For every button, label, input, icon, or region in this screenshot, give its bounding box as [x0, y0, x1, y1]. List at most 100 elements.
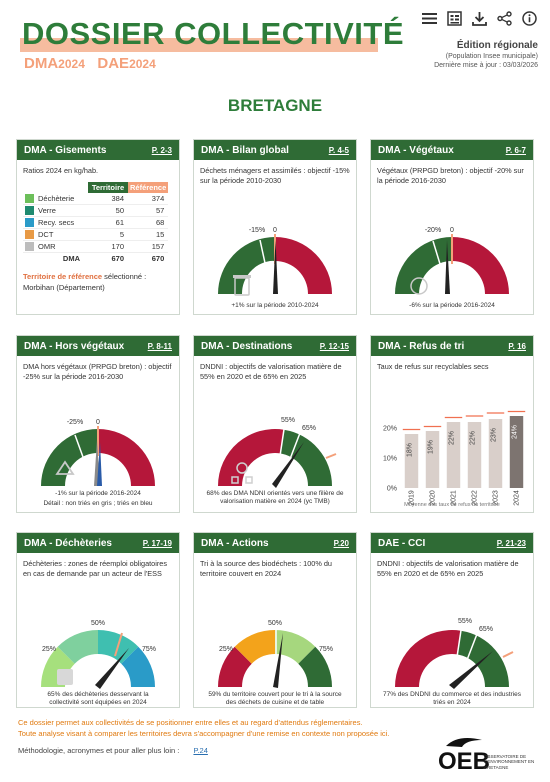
gauge-label-objective-2025: 65%: [479, 626, 493, 633]
gauge-caption: 68% des DMA NDNI orientés vers une filiè…: [206, 490, 344, 506]
card-title: DMA - Destinations: [201, 340, 293, 352]
objective-gauge: -20% 0: [395, 227, 509, 295]
logo-subtitle: OBSERVATOIRE DE L'ENVIRONNEMENT EN BRETA…: [484, 754, 535, 770]
card-header: DMA - Actions P.20: [194, 533, 356, 553]
reference-label: Territoire de référence: [23, 271, 103, 281]
card-title: DAE - CCI: [378, 537, 426, 549]
gauge-label-75: 75%: [142, 646, 156, 653]
objective-gauge: 55% 65%: [395, 618, 514, 689]
filter-icon[interactable]: [446, 10, 463, 27]
subtitle-dae-year: 2024: [129, 57, 156, 71]
gauge-label-25: 25%: [219, 646, 233, 653]
edition-info: Édition régionale (Population Insee muni…: [434, 40, 538, 69]
refus-bar-chart: 0% 10% 20% 18% 2019 19% 2020 22% 2021 22% 2022 23% 2…: [383, 410, 526, 506]
gauge-caption: -1% sur la période 2016-2024: [55, 490, 141, 497]
page-link[interactable]: P. 8-11: [147, 341, 172, 351]
card-description: Végétaux (PRPGD breton) : objectif -20% …: [377, 166, 524, 185]
gauge-label-objective: -20%: [425, 227, 441, 234]
gauge-caption: 77% des DNDNI du commerce et des industr…: [382, 691, 521, 707]
row-label: Déchèterie: [36, 192, 88, 205]
total-label: DMA: [36, 251, 88, 264]
page-link[interactable]: P. 21-23: [496, 538, 526, 548]
bar[interactable]: [488, 419, 503, 488]
value-reference: 157: [128, 240, 169, 253]
y-tick-label: 10%: [383, 456, 397, 463]
table-total-row: DMA 670 670: [23, 251, 169, 264]
bar[interactable]: [467, 422, 482, 488]
card-header: DMA - Végétaux P. 6-7: [371, 140, 533, 160]
card-gisements: DMA - Gisements P. 2-3 Ratios 2024 en kg…: [16, 139, 180, 315]
share-icon[interactable]: [496, 10, 513, 27]
row-label: Recy. secs: [36, 216, 88, 229]
card-decheteries: DMA - Déchèteries P. 17-19 Déchèteries :…: [16, 532, 180, 708]
legend-swatch: [25, 205, 34, 215]
card-header: DMA - Déchèteries P. 17-19: [17, 533, 179, 553]
reference-suffix: sélectionné :: [102, 271, 147, 281]
card-description: Ratios 2024 en kg/hab.: [23, 166, 99, 175]
edition-title: Édition régionale: [456, 40, 538, 51]
page-link[interactable]: P. 16: [508, 341, 526, 351]
logo-text: OEB: [438, 748, 491, 775]
gauge-label-objective-2020: 55%: [458, 618, 472, 625]
bar[interactable]: [425, 431, 440, 488]
page-link[interactable]: P.20: [333, 538, 349, 548]
methodology-link[interactable]: P.24: [193, 746, 208, 755]
card-header: DMA - Bilan global P. 4-5: [194, 140, 356, 160]
gauge-label-zero: 0: [450, 227, 454, 234]
card-body: Végétaux (PRPGD breton) : objectif -20% …: [371, 160, 533, 314]
card-body: Tri à la source des biodéchets : 100% du…: [194, 553, 356, 707]
menu-icon[interactable]: [421, 10, 438, 27]
row-label: Verre: [36, 204, 88, 217]
card-hors-vegetaux: DMA - Hors végétaux P. 8-11 DMA hors vég…: [16, 335, 180, 513]
sorting-icon: [231, 462, 253, 484]
card-body: DMA hors végétaux (PRPGD breton) : objec…: [17, 356, 179, 512]
page-link[interactable]: P. 2-3: [151, 145, 172, 155]
bar[interactable]: [446, 422, 461, 488]
subtitle-dae: DAE: [97, 55, 130, 72]
card-description: Déchets ménagers et assimilés : objectif…: [200, 166, 350, 185]
card-title: DMA - Végétaux: [378, 144, 454, 156]
gisements-table: Territoire Référence Déchèterie 384 374 …: [23, 181, 169, 264]
page-link[interactable]: P. 17-19: [142, 538, 172, 548]
gauge-caption-detail: Détail : non triés en gris ; triés en bl…: [43, 500, 153, 507]
footer-note-2: Toute analyse visant à comparer les terr…: [18, 728, 390, 738]
table-header-row: Territoire Référence: [23, 181, 169, 193]
card-description: Taux de refus sur recyclables secs: [377, 362, 489, 371]
card-header: DMA - Refus de tri P. 16: [371, 336, 533, 356]
value-territoire: 170: [88, 240, 128, 253]
header: DOSSIER COLLECTIVITÉ DMA2024 DAE2024 Édi…: [0, 0, 550, 90]
x-tick-label: 2022: [472, 490, 479, 506]
info-icon[interactable]: [521, 10, 538, 27]
oeb-logo: OEB OBSERVATOIRE DE L'ENVIRONNEMENT EN B…: [436, 734, 536, 776]
card-header: DAE - CCI P. 21-23: [371, 533, 533, 553]
bar[interactable]: [404, 434, 419, 488]
card-body: DNDNI : objectifs de valorisation matièr…: [194, 356, 356, 512]
reference-value[interactable]: Morbihan (Département): [23, 282, 105, 292]
value-reference: 68: [128, 216, 169, 229]
gauge-label-objective-2020: 55%: [281, 417, 295, 424]
subtitle-dma: DMA: [24, 55, 59, 72]
reuse-icon: [57, 669, 73, 685]
reference-territory: Territoire de référence sélectionné :: [23, 272, 173, 281]
methodology-line: Méthodologie, acronymes et pour aller pl…: [18, 746, 208, 755]
data-label: 18%: [407, 443, 414, 457]
region-title: BRETAGNE: [227, 96, 323, 115]
card-description: DNDNI : objectifs de valorisation matièr…: [200, 362, 342, 381]
card-header: DMA - Gisements P. 2-3: [17, 140, 179, 160]
card-title: DMA - Hors végétaux: [24, 340, 125, 352]
legend-swatch: [25, 241, 34, 251]
data-label: 22%: [470, 431, 477, 445]
bird-icon: [446, 738, 482, 747]
legend-swatch: [25, 229, 34, 239]
page-link[interactable]: P. 6-7: [505, 145, 526, 155]
download-icon[interactable]: [471, 10, 488, 27]
data-label: 19%: [428, 440, 435, 454]
card-actions: DMA - Actions P.20 Tri à la source des b…: [193, 532, 357, 708]
value-reference: 57: [128, 204, 169, 217]
card-title: DMA - Bilan global: [201, 144, 289, 156]
bar[interactable]: [509, 416, 524, 488]
y-tick-label: 20%: [383, 426, 397, 433]
objective-gauge: -15% 0: [218, 227, 332, 296]
page-link[interactable]: P. 4-5: [328, 145, 349, 155]
page-link[interactable]: P. 12-15: [319, 341, 349, 351]
